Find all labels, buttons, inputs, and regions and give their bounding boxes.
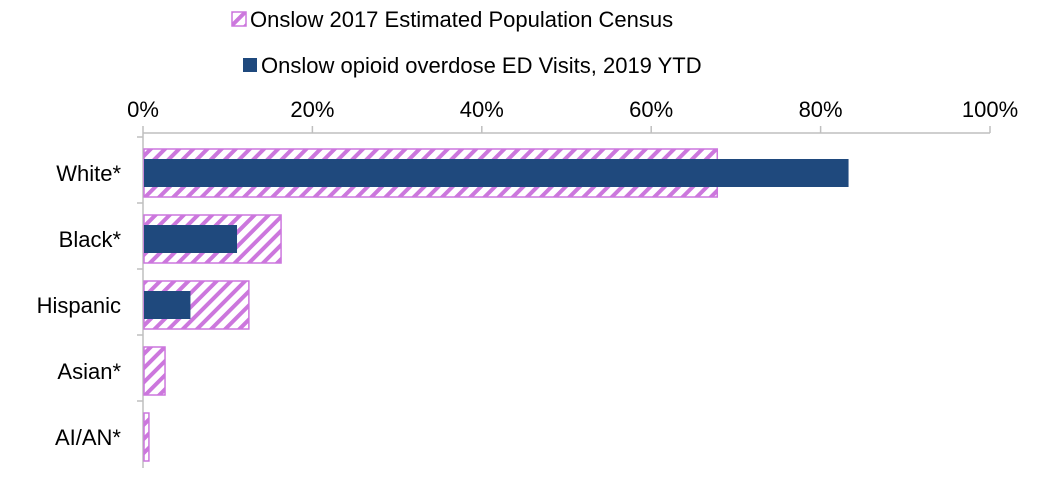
x-tick-label: 0% [127,97,159,122]
category-label: AI/AN* [55,425,121,450]
y-axis-categories: White* Black* Hispanic Asian* AI/AN* [37,136,143,450]
bars [143,148,849,462]
x-axis-ticks: 0% 20% 40% 60% 80% 100% [127,97,1018,133]
category-label: Black* [59,227,122,252]
bar-ed-visits [144,159,849,187]
category-label: Hispanic [37,293,121,318]
x-axis [142,132,990,468]
bar-population [143,346,166,396]
legend-label-ed-visits: Onslow opioid overdose ED Visits, 2019 Y… [261,53,702,78]
legend-item-population: Onslow 2017 Estimated Population Census [231,7,673,32]
legend-swatch-population [231,11,247,27]
legend-label-population: Onslow 2017 Estimated Population Census [250,7,673,32]
legend-item-ed-visits: Onslow opioid overdose ED Visits, 2019 Y… [243,53,702,78]
bar-population [143,412,150,462]
category-label: White* [56,161,121,186]
legend: Onslow 2017 Estimated Population Census … [231,7,702,78]
x-tick-label: 80% [799,97,843,122]
category-label: Asian* [57,359,121,384]
bar-ed-visits [144,225,238,253]
x-tick-label: 20% [290,97,334,122]
x-tick-label: 100% [962,97,1018,122]
legend-swatch-ed-visits [243,58,257,72]
x-tick-label: 60% [629,97,673,122]
x-tick-label: 40% [460,97,504,122]
bar-ed-visits [144,291,191,319]
